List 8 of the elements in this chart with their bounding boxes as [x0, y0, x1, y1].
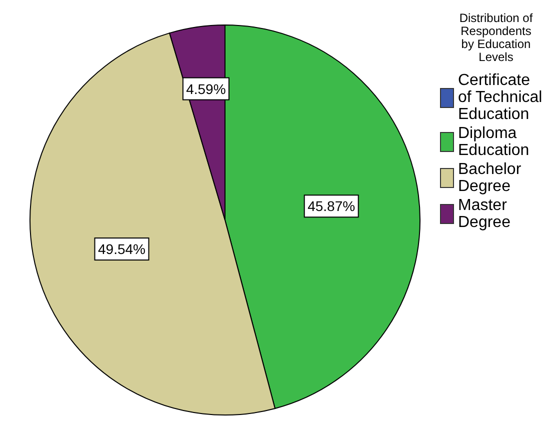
- data-label: 4.59%: [186, 80, 226, 97]
- legend-label: Master Degree: [458, 197, 512, 231]
- data-label: 49.54%: [98, 241, 146, 258]
- legend-title: Distribution of Respondents by Education Levels: [458, 11, 534, 64]
- data-label: 45.87%: [308, 198, 356, 214]
- legend-label: Diploma Education: [458, 125, 530, 159]
- legend-label: Bachelor Degree: [458, 161, 522, 195]
- legend-label: Certificate of Technical Education: [458, 72, 544, 123]
